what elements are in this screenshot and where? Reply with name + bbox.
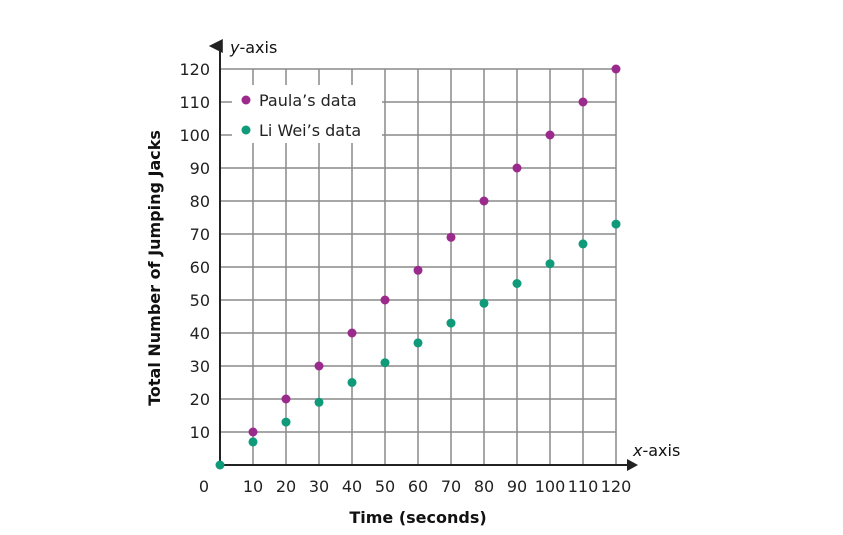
y-tick-label: 30 — [190, 357, 210, 376]
data-point-series-0 — [248, 427, 258, 437]
data-point-series-0 — [347, 328, 357, 338]
data-point-series-1 — [413, 338, 423, 348]
y-tick-label: 20 — [190, 390, 210, 409]
data-point-series-0 — [578, 97, 588, 107]
x-tick-label: 110 — [568, 477, 599, 496]
y-axis-title: Total Number of Jumping Jacks — [145, 130, 164, 406]
y-tick-label: 120 — [179, 60, 210, 79]
x-tick-label: 60 — [408, 477, 428, 496]
legend-label-paula: Paula’s data — [259, 91, 357, 110]
data-point-series-0 — [380, 295, 390, 305]
x-tick-label: 30 — [309, 477, 329, 496]
tick-labels: 0 10 20 30 40 50 60 70 80 90 100 110 120102030405060… — [179, 60, 631, 496]
x-tick-label: 40 — [342, 477, 362, 496]
data-point-series-1 — [347, 378, 357, 387]
data-point-series-1 — [215, 460, 225, 470]
legend-background — [232, 85, 382, 143]
x-tick-label: 70 — [441, 477, 461, 496]
data-point-series-1 — [281, 417, 291, 427]
x-axis-name: x-axis — [632, 441, 680, 460]
axes — [208, 39, 638, 471]
data-point-series-0 — [479, 196, 489, 206]
data-point-series-1 — [578, 239, 588, 249]
y-tick-label: 70 — [190, 225, 210, 244]
y-tick-label: 10 — [190, 423, 210, 442]
x-tick-label: 120 — [601, 477, 632, 496]
y-tick-label: 60 — [190, 258, 210, 277]
legend-label-li-wei: Li Wei’s data — [259, 121, 361, 140]
x-tick-label: 100 — [535, 477, 566, 496]
y-tick-label: 50 — [190, 291, 210, 310]
data-point-series-1 — [248, 437, 258, 447]
data-point-series-0 — [281, 394, 291, 404]
x-axis-title: Time (seconds) — [349, 508, 486, 527]
x-tick-label: 80 — [474, 477, 494, 496]
x-tick-label: 90 — [507, 477, 527, 496]
legend-marker-paula — [241, 95, 251, 105]
y-tick-label: 40 — [190, 324, 210, 343]
y-tick-label: 100 — [179, 126, 210, 145]
y-tick-label: 80 — [190, 192, 210, 211]
data-point-series-1 — [611, 219, 621, 229]
data-points — [215, 64, 621, 470]
data-point-series-0 — [446, 232, 456, 242]
y-tick-label: 110 — [179, 93, 210, 112]
x-tick-label: 10 — [243, 477, 263, 496]
legend: Paula’s data Li Wei’s data — [232, 85, 382, 143]
data-point-series-1 — [545, 259, 555, 269]
data-point-series-1 — [380, 358, 390, 368]
data-point-series-1 — [314, 397, 324, 407]
x-tick-label: 50 — [375, 477, 395, 496]
data-point-series-0 — [314, 361, 324, 371]
legend-marker-li-wei — [241, 125, 251, 135]
x-tick-label: 20 — [276, 477, 296, 496]
x-axis-arrow — [627, 459, 638, 471]
data-point-series-1 — [479, 298, 489, 308]
data-point-series-0 — [413, 265, 423, 275]
data-point-series-1 — [512, 279, 522, 288]
data-point-series-1 — [446, 318, 456, 328]
x-tick-label: 0 — [199, 477, 209, 496]
y-axis-name: y-axis — [229, 38, 277, 57]
data-point-series-0 — [512, 163, 522, 173]
data-point-series-0 — [611, 64, 621, 74]
data-point-series-0 — [545, 130, 555, 140]
y-tick-label: 90 — [190, 159, 210, 178]
